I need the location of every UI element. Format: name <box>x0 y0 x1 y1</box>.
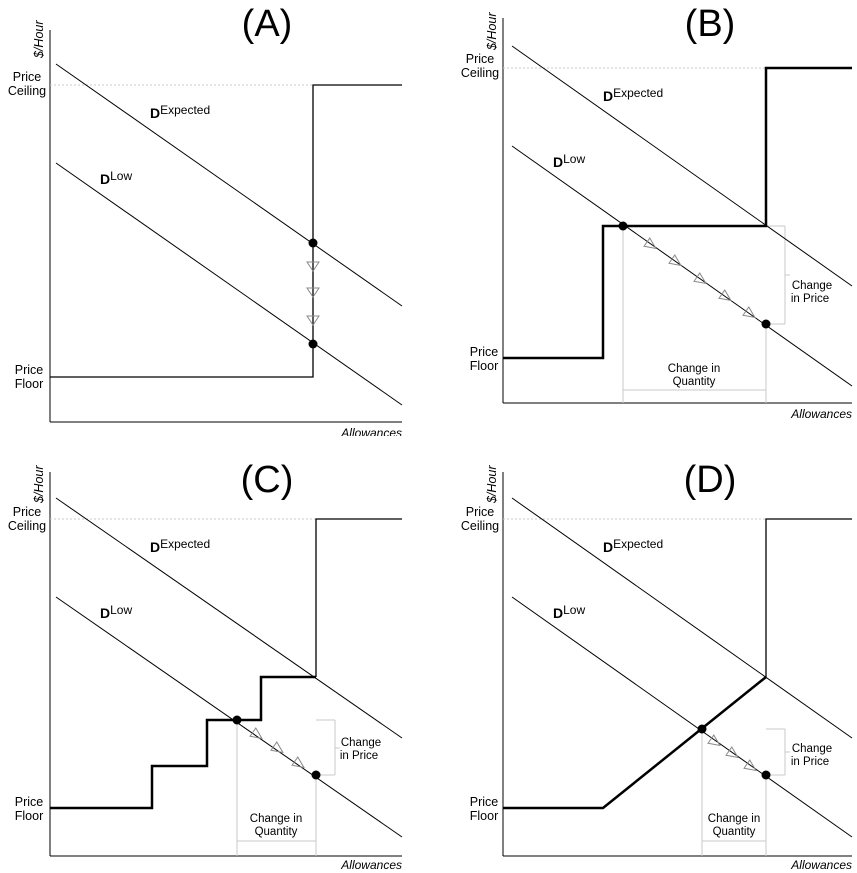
price-floor-label-line1: Price <box>470 795 499 809</box>
low-equilibrium-point <box>761 319 771 329</box>
arrow-icon <box>725 746 739 759</box>
change-in-price-line1: Change <box>792 280 832 292</box>
price-floor-label-line2: Floor <box>470 359 498 373</box>
price-ceiling-label-line1: Price <box>466 52 495 66</box>
downward-arrows <box>643 237 756 319</box>
arrow-icon <box>668 254 682 267</box>
change-in-quantity-line1: Change in <box>668 363 720 375</box>
policy-equilibrium-point <box>697 724 707 734</box>
supply-curve-upper <box>765 518 852 677</box>
demand-expected-curve <box>511 45 853 287</box>
demand-low-curve <box>55 162 403 406</box>
change-in-price-line2: in Price <box>340 750 378 762</box>
change-in-price-line1: Change <box>792 743 832 755</box>
supply-curve-sloped <box>503 676 767 810</box>
arrow-icon <box>743 759 757 772</box>
supply-curve-upper <box>315 518 402 677</box>
down-arrow-icon <box>306 261 320 272</box>
demand-expected-curve <box>55 63 403 307</box>
demand-expected-label: DExpected <box>150 103 210 121</box>
down-arrow-icon <box>306 315 320 326</box>
panel-title: (C) <box>241 459 294 501</box>
price-ceiling-label-line1: Price <box>466 505 495 519</box>
change-in-price-line2: in Price <box>791 756 829 768</box>
downward-arrows <box>306 261 320 326</box>
price-ceiling-label-line2: Ceiling <box>8 519 46 533</box>
price-floor-label-line1: Price <box>15 363 44 377</box>
panel-title: (B) <box>685 3 736 45</box>
guide-lines <box>236 719 340 856</box>
demand-low-curve <box>511 596 853 838</box>
y-axis-label: $/Hour <box>485 12 499 51</box>
price-floor-label-line2: Floor <box>15 377 43 391</box>
demand-low-label: DLow <box>100 603 132 621</box>
panel-title: (D) <box>684 459 737 501</box>
panel-c: (C) $/Hour Allowances Price Ceiling Pric… <box>8 459 403 872</box>
price-floor-label-line1: Price <box>15 795 44 809</box>
price-ceiling-label-line2: Ceiling <box>461 519 499 533</box>
policy-equilibrium-point <box>232 715 242 725</box>
arrow-icon <box>643 237 657 250</box>
price-floor-label-line2: Floor <box>15 809 43 823</box>
panel-d: (D) $/Hour Allowances Price Ceiling Pric… <box>461 459 853 872</box>
demand-low-label: DLow <box>553 603 585 621</box>
arrow-icon <box>291 756 305 769</box>
change-in-quantity-line1: Change in <box>708 813 760 825</box>
x-axis-label: Allowances <box>340 858 402 872</box>
price-floor-label-line1: Price <box>470 345 499 359</box>
supply-curve-steps <box>50 675 316 810</box>
arrow-icon <box>249 727 263 740</box>
y-axis-label: $/Hour <box>32 465 46 504</box>
panel-title: (A) <box>242 3 293 45</box>
low-equilibrium-point <box>311 770 321 780</box>
x-axis-label: Allowances <box>790 407 852 421</box>
x-axis-label: Allowances <box>340 426 402 436</box>
demand-expected-curve <box>55 497 403 739</box>
change-in-quantity-line2: Quantity <box>713 826 756 838</box>
arrow-icon <box>718 289 732 302</box>
price-ceiling-label-line2: Ceiling <box>8 84 46 98</box>
down-arrow-icon <box>306 287 320 298</box>
low-equilibrium-point <box>308 339 318 349</box>
change-in-price-line1: Change <box>341 737 381 749</box>
demand-expected-label: DExpected <box>150 537 210 555</box>
expected-equilibrium-point <box>308 238 318 248</box>
x-axis-label: Allowances <box>790 858 852 872</box>
policy-equilibrium-point <box>618 221 628 231</box>
panel-b: (B) $/Hour Allowances Price Ceiling Pric… <box>461 3 853 421</box>
demand-low-label: DLow <box>100 169 132 187</box>
arrow-icon <box>742 306 756 319</box>
change-in-quantity-line2: Quantity <box>255 826 298 838</box>
demand-expected-label: DExpected <box>603 537 663 555</box>
demand-expected-curve <box>511 497 853 739</box>
arrow-icon <box>707 734 721 747</box>
price-ceiling-label-line1: Price <box>13 70 42 84</box>
price-floor-label-line2: Floor <box>470 809 498 823</box>
price-ceiling-label-line2: Ceiling <box>461 66 499 80</box>
y-axis-label: $/Hour <box>32 20 46 59</box>
change-in-price-line2: in Price <box>791 293 829 305</box>
guide-lines <box>701 728 790 856</box>
downward-arrows <box>249 727 305 769</box>
y-axis-label: $/Hour <box>485 465 499 504</box>
arrow-icon <box>270 741 284 754</box>
supply-curve <box>50 84 402 378</box>
price-ceiling-label-line1: Price <box>13 505 42 519</box>
low-equilibrium-point <box>761 770 771 780</box>
arrow-icon <box>693 272 707 285</box>
supply-curve-step <box>503 66 852 360</box>
panel-a: (A) $/Hour Allowances Price Ceiling Pric… <box>8 3 403 436</box>
demand-low-label: DLow <box>553 152 585 170</box>
demand-low-curve <box>55 596 403 838</box>
change-in-quantity-line1: Change in <box>250 813 302 825</box>
demand-expected-label: DExpected <box>603 86 663 104</box>
change-in-quantity-line2: Quantity <box>673 376 716 388</box>
downward-arrows <box>707 734 757 772</box>
demand-low-curve <box>511 145 853 387</box>
